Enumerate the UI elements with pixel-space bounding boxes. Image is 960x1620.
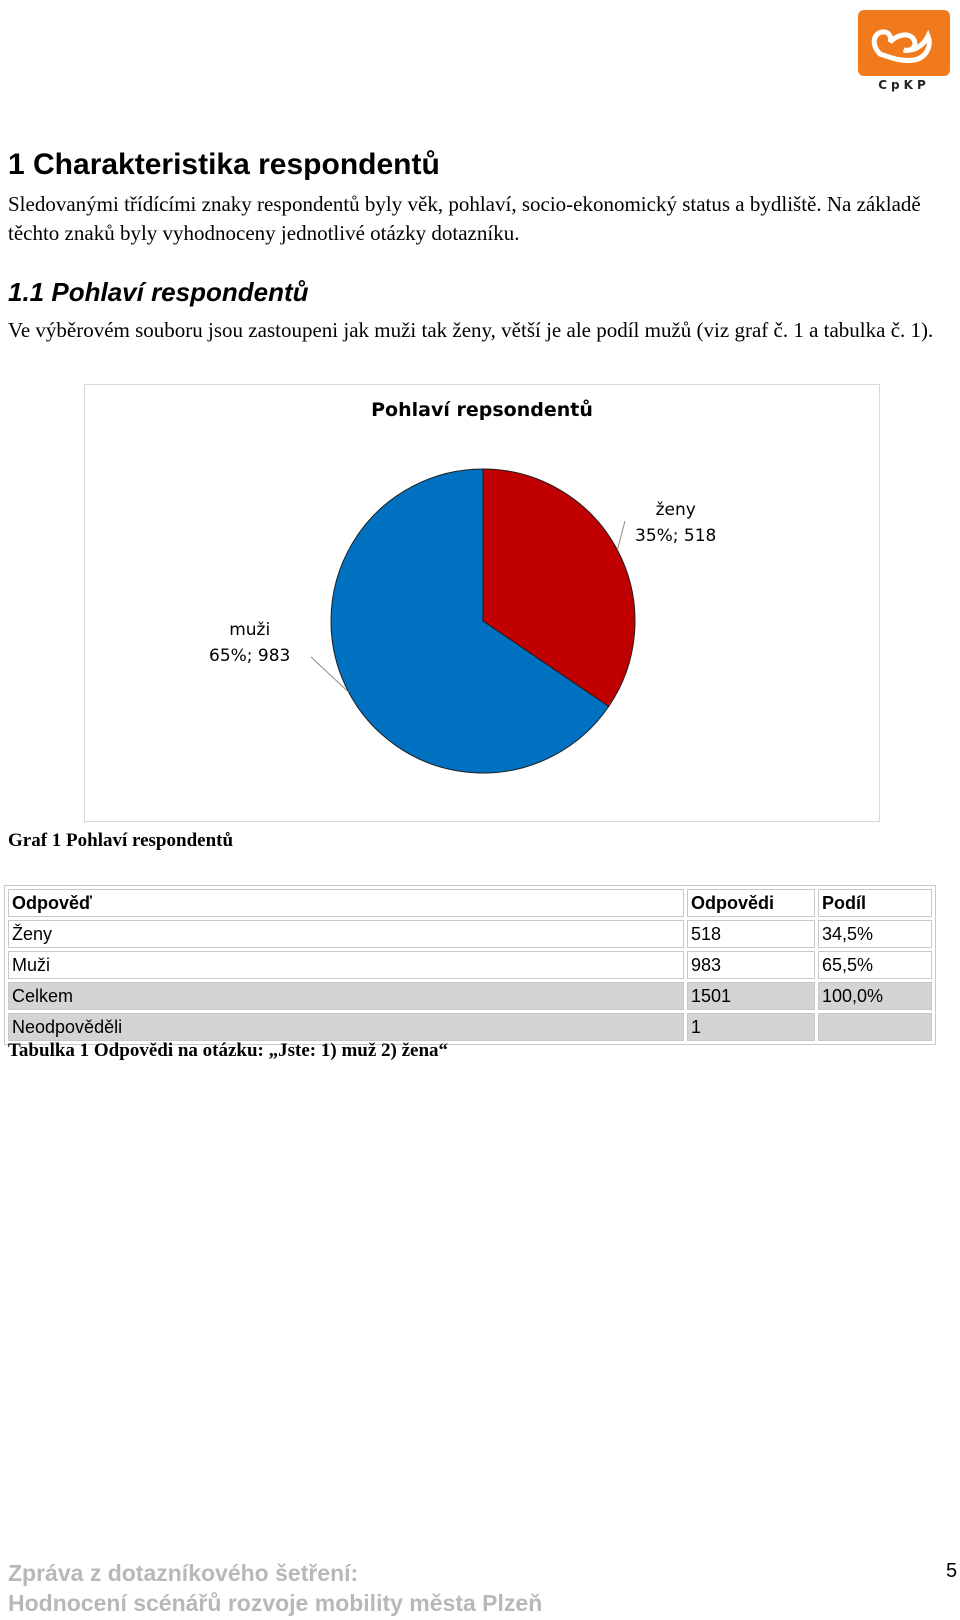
logo-mark (858, 10, 950, 76)
footer-line-2: Hodnocení scénářů rozvoje mobility města… (8, 1590, 543, 1616)
logo-text: CpKP (878, 78, 930, 92)
table-cell: 1501 (687, 982, 815, 1010)
responses-table: Odpověď Odpovědi Podíl Ženy 518 34,5% Mu… (4, 885, 936, 1045)
cpkp-logo: CpKP (858, 10, 950, 100)
slice-name-muzi: muži (229, 620, 271, 640)
slice-label-muzi: muži 65%; 983 (209, 617, 290, 669)
table-cell: Celkem (8, 982, 684, 1010)
table-row: Neodpověděli 1 (8, 1013, 932, 1041)
table-cell: 100,0% (818, 982, 932, 1010)
gender-pie-chart: Pohlaví repsondentů ženy 35%; 518 muži 6… (84, 384, 880, 822)
pie-plot-area (310, 468, 636, 774)
subsection-heading: 1.1 Pohlaví respondentů (8, 277, 309, 307)
pie-slice-0 (482, 468, 636, 708)
header-cell: Odpověď (8, 889, 684, 917)
header-cell: Podíl (818, 889, 932, 917)
table-row: Celkem 1501 100,0% (8, 982, 932, 1010)
table-cell: 518 (687, 920, 815, 948)
pie-slice-1 (330, 468, 610, 774)
graph-caption: Graf 1 Pohlaví respondentů (8, 830, 234, 851)
chart-title: Pohlaví repsondentů (371, 399, 593, 421)
section-paragraph: Ve výběrovém souboru jsou zastoupeni jak… (8, 318, 934, 342)
page-number: 5 (946, 1560, 958, 1582)
table-header-row: Odpověď Odpovědi Podíl (8, 889, 932, 917)
table-caption: Tabulka 1 Odpovědi na otázku: „Jste: 1) … (8, 1040, 449, 1061)
leader-line-1 (310, 656, 349, 693)
slice-value-zeny: 35%; 518 (635, 526, 717, 546)
leader-line-0 (616, 520, 626, 551)
table-cell: 1 (687, 1013, 815, 1041)
slice-name-zeny: ženy (655, 500, 696, 520)
footer-line-1: Zpráva z dotazníkového šetření: (8, 1560, 359, 1586)
header-cell: Odpovědi (687, 889, 815, 917)
table-row: Muži 983 65,5% (8, 951, 932, 979)
intro-paragraph: Sledovanými třídícími znaky respondentů … (8, 192, 921, 245)
page-footer: Zpráva z dotazníkového šetření: Hodnocen… (8, 1558, 542, 1618)
table-cell (818, 1013, 932, 1041)
table-cell: Ženy (8, 920, 684, 948)
table-cell: Neodpověděli (8, 1013, 684, 1041)
table-cell: 65,5% (818, 951, 932, 979)
table-cell: 34,5% (818, 920, 932, 948)
section-heading: 1 Charakteristika respondentů (8, 148, 440, 181)
table-cell: Muži (8, 951, 684, 979)
slice-label-zeny: ženy 35%; 518 (635, 497, 716, 549)
table-row: Ženy 518 34,5% (8, 920, 932, 948)
slice-value-muzi: 65%; 983 (209, 646, 291, 666)
table-cell: 983 (687, 951, 815, 979)
